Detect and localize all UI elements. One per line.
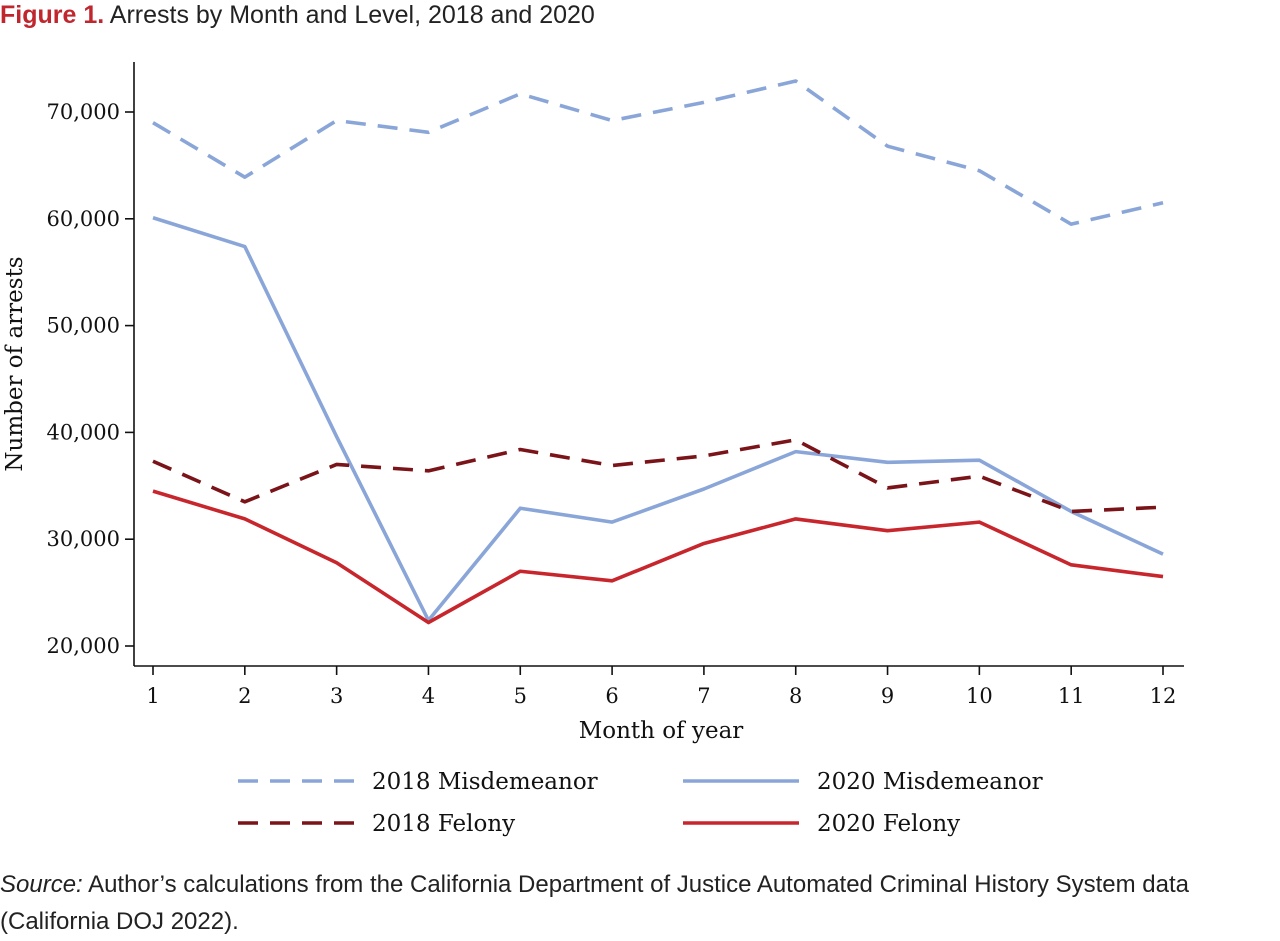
x-tick-label: 12 xyxy=(1150,684,1177,708)
series-line-3 xyxy=(152,438,1164,514)
x-tick-label: 10 xyxy=(966,684,993,708)
legend-label-2: 2020 Misdemeanor xyxy=(817,769,1043,795)
x-tick-label: 11 xyxy=(1058,684,1085,708)
x-tick-label: 8 xyxy=(789,684,802,708)
figure-title-text: Arrests by Month and Level, 2018 and 202… xyxy=(109,1,595,29)
legend-label-4: 2020 Felony xyxy=(817,811,960,837)
y-tick-label: 50,000 xyxy=(47,314,120,338)
legend-label-3: 2018 Felony xyxy=(372,811,515,837)
x-tick-label: 9 xyxy=(881,684,894,708)
y-axis-title: Number of arrests xyxy=(2,256,28,471)
source-text: Author’s calculations from the Californi… xyxy=(0,871,1189,935)
source-label: Source: xyxy=(0,871,83,898)
legend-label-1: 2018 Misdemeanor xyxy=(372,769,598,795)
y-tick-label: 60,000 xyxy=(47,207,120,231)
x-tick-label: 2 xyxy=(238,684,251,708)
x-tick-label: 6 xyxy=(605,684,618,708)
y-tick-label: 70,000 xyxy=(47,100,120,124)
y-tick-label: 40,000 xyxy=(47,420,120,444)
series-line-4 xyxy=(152,489,1164,625)
x-axis-title: Month of year xyxy=(579,718,744,744)
x-tick-label: 4 xyxy=(422,684,435,708)
figure-title: Figure 1. Arrests by Month and Level, 20… xyxy=(0,0,595,32)
x-tick-label: 7 xyxy=(697,684,710,708)
series-line-2 xyxy=(152,216,1164,623)
x-tick-label: 1 xyxy=(146,684,159,708)
x-tick-label: 3 xyxy=(330,684,343,708)
source-note: Source: Author’s calculations from the C… xyxy=(0,866,1280,940)
y-tick-label: 30,000 xyxy=(47,527,120,551)
y-tick-label: 20,000 xyxy=(47,634,120,658)
series-line-1 xyxy=(152,79,1164,226)
x-tick-label: 5 xyxy=(514,684,527,708)
figure-label: Figure 1. xyxy=(0,1,105,29)
